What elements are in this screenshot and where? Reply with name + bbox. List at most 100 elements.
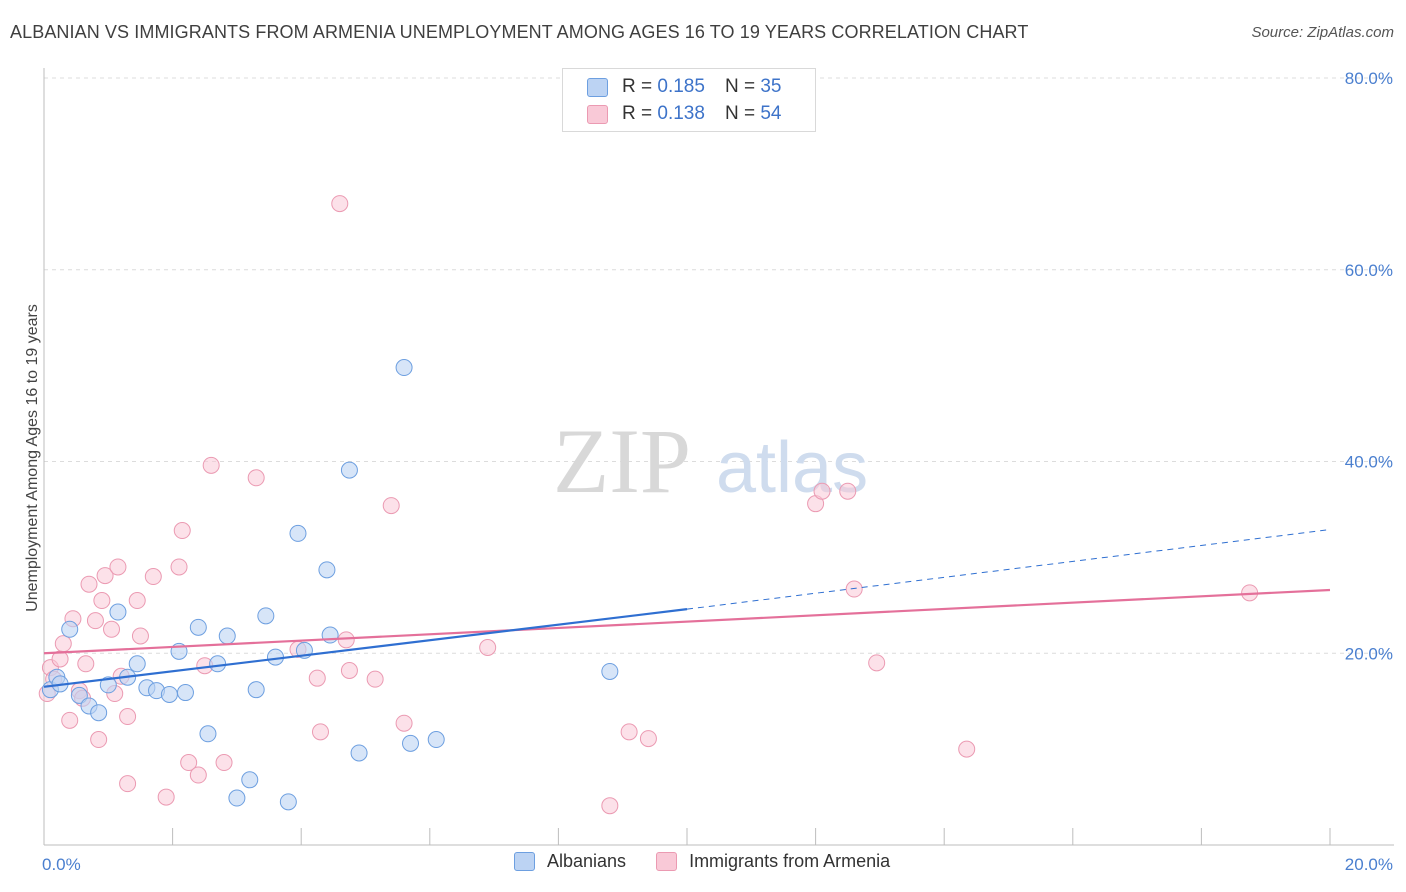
armenia-point xyxy=(479,638,497,656)
legend-item-armenia[interactable]: Immigrants from Armenia xyxy=(656,851,890,872)
x-tick-labels: 0.0% 20.0% xyxy=(42,855,1393,874)
y-axis-label: Unemployment Among Ages 16 to 19 years xyxy=(24,304,41,612)
armenia-point xyxy=(340,662,358,680)
legend-r-label: R = xyxy=(622,76,653,97)
legend-r-value: 0.138 xyxy=(657,103,705,124)
armenia-point xyxy=(77,655,95,673)
armenia-point xyxy=(868,654,886,672)
armenia-point xyxy=(96,567,114,585)
legend-label-albanians: Albanians xyxy=(547,851,627,871)
armenia-point xyxy=(170,558,188,576)
albanian-trend-extension xyxy=(686,529,1331,610)
armenia-point xyxy=(601,797,619,815)
armenia-point xyxy=(247,469,265,487)
albanian-point xyxy=(257,607,275,625)
armenia-point xyxy=(157,788,175,806)
albanian-point xyxy=(209,655,227,673)
legend-row-armenia: R = 0.138 N = 54 xyxy=(587,102,781,126)
armenia-point xyxy=(173,522,191,540)
legend-n-label: N = xyxy=(724,103,756,124)
armenia-point xyxy=(86,612,104,630)
armenia-points xyxy=(38,195,1259,815)
stats-legend: R = 0.185 N = 35 R = 0.138 N = 54 xyxy=(562,68,816,132)
albanian-point xyxy=(218,627,236,645)
armenia-point xyxy=(189,766,207,784)
armenia-point xyxy=(331,195,349,213)
armenia-point xyxy=(54,635,72,653)
albanian-point xyxy=(228,789,246,807)
source-credit: Source: ZipAtlas.com xyxy=(1251,24,1394,41)
albanian-point xyxy=(61,620,79,638)
x-tick-label: 0.0% xyxy=(42,855,81,874)
armenia-point xyxy=(382,497,400,515)
albanian-point xyxy=(350,744,368,762)
armenia-point xyxy=(80,575,98,593)
albanian-point xyxy=(340,461,358,479)
armenia-point xyxy=(639,730,657,748)
armenia-point xyxy=(144,568,162,586)
armenia-point xyxy=(958,740,976,758)
albanian-point xyxy=(601,662,619,680)
armenia-point xyxy=(845,580,863,598)
armenia-swatch xyxy=(656,852,678,871)
watermark-zip: ZIP xyxy=(553,410,691,512)
armenia-trend-line xyxy=(43,588,1331,655)
albanian-trend-line xyxy=(43,608,688,688)
albanian-point xyxy=(160,685,178,703)
chart-title: ALBANIAN VS IMMIGRANTS FROM ARMENIA UNEM… xyxy=(10,22,1029,42)
albanians-swatch xyxy=(514,852,535,871)
legend-r-label: R = xyxy=(622,103,653,124)
armenia-point xyxy=(813,482,831,500)
legend-item-albanians[interactable]: Albanians xyxy=(514,851,626,872)
axes xyxy=(43,68,1394,846)
legend-label-armenia: Immigrants from Armenia xyxy=(689,851,891,871)
trend-lines xyxy=(43,529,1331,688)
albanian-point xyxy=(289,524,307,542)
y-tick-label: 80.0% xyxy=(1345,69,1393,88)
legend-row-albanians: R = 0.185 N = 35 xyxy=(587,75,781,99)
albanian-point xyxy=(318,561,336,579)
albanian-point xyxy=(189,618,207,636)
armenia-point xyxy=(395,714,413,732)
armenia-swatch xyxy=(587,104,608,124)
armenia-point xyxy=(119,708,137,726)
albanian-point xyxy=(395,359,413,377)
armenia-point xyxy=(90,731,108,749)
armenia-point xyxy=(119,775,137,793)
albanian-point xyxy=(247,681,265,699)
armenia-point xyxy=(93,592,111,610)
x-tick-label: 20.0% xyxy=(1345,855,1393,874)
watermark: ZIP atlas xyxy=(553,410,868,512)
legend-n-value: 35 xyxy=(760,76,782,97)
y-tick-label: 60.0% xyxy=(1345,261,1393,280)
legend-n-label: N = xyxy=(724,76,756,97)
armenia-point xyxy=(311,723,329,741)
albanian-point xyxy=(279,793,297,811)
y-tick-label: 40.0% xyxy=(1345,453,1393,472)
armenia-point xyxy=(215,754,233,772)
albanian-points xyxy=(41,359,619,811)
legend-n-value: 54 xyxy=(760,103,782,124)
series-legend: Albanians Immigrants from Armenia xyxy=(514,851,920,872)
armenia-point xyxy=(308,669,326,687)
y-tick-label: 20.0% xyxy=(1345,644,1393,663)
armenia-point xyxy=(202,456,220,474)
legend-r-value: 0.185 xyxy=(657,76,705,97)
albanian-point xyxy=(128,655,146,673)
albanian-point xyxy=(427,731,445,749)
y-tick-labels: 20.0% 40.0% 60.0% 80.0% xyxy=(1345,69,1393,663)
albanians-swatch xyxy=(587,77,608,97)
armenia-point xyxy=(839,482,857,500)
armenia-point xyxy=(103,620,121,638)
albanian-point xyxy=(109,603,127,621)
gridlines xyxy=(44,77,1394,654)
armenia-point xyxy=(128,592,146,610)
armenia-point xyxy=(109,558,127,576)
armenia-point xyxy=(61,711,79,729)
albanian-point xyxy=(321,626,339,644)
albanian-point xyxy=(199,725,217,743)
albanian-point xyxy=(99,676,117,694)
albanian-point xyxy=(90,704,108,722)
armenia-point xyxy=(620,723,638,741)
